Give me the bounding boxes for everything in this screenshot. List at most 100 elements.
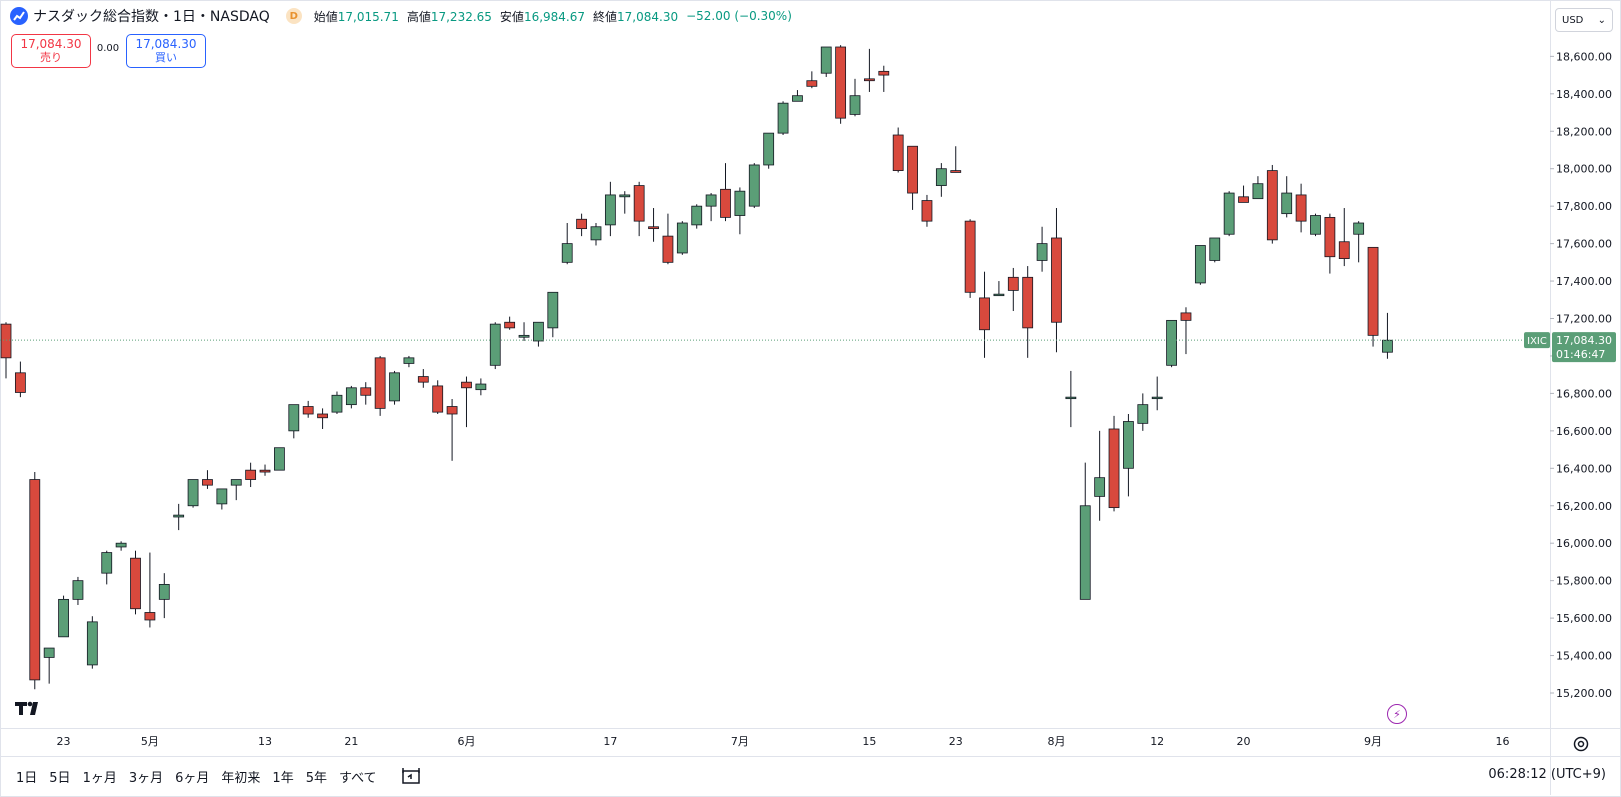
symbol-title[interactable]: ナスダック総合指数・1日・NASDAQ xyxy=(33,9,270,25)
candle-up xyxy=(173,514,185,518)
buy-price: 17,084.30 xyxy=(135,37,197,51)
x-tick-label: 13 xyxy=(258,735,272,748)
candle-down xyxy=(878,70,890,76)
x-tick-label: 20 xyxy=(1237,735,1251,748)
candle-down xyxy=(1266,170,1278,241)
replay-icon[interactable] xyxy=(400,765,422,787)
candle-up xyxy=(820,46,832,74)
timeframe-1m[interactable]: 1ヶ月 xyxy=(82,770,117,786)
candle-up xyxy=(101,552,113,574)
candle-up xyxy=(230,479,242,486)
y-tick-label: 18,200.00 xyxy=(1556,125,1612,138)
last-price-tag xyxy=(1552,332,1616,363)
y-tick-label: 18,600.00 xyxy=(1556,50,1612,63)
candle-up xyxy=(1166,319,1177,366)
clock-display[interactable]: 06:28:12 (UTC+9) xyxy=(1488,767,1606,782)
y-tick-label: 15,600.00 xyxy=(1556,612,1612,625)
y-tick-label: 16,400.00 xyxy=(1556,462,1612,475)
candle-down xyxy=(921,200,933,222)
candle-down xyxy=(432,385,444,413)
timeframe-1d[interactable]: 1日 xyxy=(16,770,38,786)
x-tick-label: 23 xyxy=(57,735,71,748)
candle-up xyxy=(389,372,400,402)
candle-up xyxy=(43,647,55,658)
y-tick-label: 16,200.00 xyxy=(1556,500,1612,513)
buy-button[interactable]: 17,084.30 買い xyxy=(126,34,206,68)
y-tick-label: 15,400.00 xyxy=(1556,650,1612,663)
timeframe-all[interactable]: すべて xyxy=(338,770,377,786)
tradingview-logo-icon[interactable] xyxy=(15,700,45,720)
sell-label: 売り xyxy=(40,51,62,64)
y-tick-label: 17,200.00 xyxy=(1556,313,1612,326)
x-tick-label: 21 xyxy=(344,735,358,748)
lightning-icon[interactable]: ⚡ xyxy=(1387,704,1407,724)
candle-down xyxy=(259,469,271,473)
x-tick-label: 9月 xyxy=(1364,735,1382,748)
candle-up xyxy=(86,621,98,666)
x-tick-label: 17 xyxy=(603,735,617,748)
bar-countdown: 01:46:47 xyxy=(1556,348,1605,361)
candle-down xyxy=(576,218,587,230)
timeframe-1y[interactable]: 1年 xyxy=(272,770,294,786)
candle-down xyxy=(144,612,156,621)
candle-down xyxy=(1338,241,1350,259)
candle-down xyxy=(1367,246,1379,336)
ohlc-high: 高値17,232.65 xyxy=(406,9,492,24)
candle-up xyxy=(734,190,746,216)
last-price-value: 17,084.30 xyxy=(1556,334,1612,347)
candle-down xyxy=(245,469,257,480)
candle-down xyxy=(446,406,458,415)
candle-up xyxy=(1123,421,1134,469)
candle-up xyxy=(849,95,861,115)
timeframe-ytd[interactable]: 年初来 xyxy=(221,770,261,786)
bottom-bar-separator xyxy=(0,756,1621,757)
candle-down xyxy=(1108,428,1120,509)
y-tick-label: 18,400.00 xyxy=(1556,88,1612,101)
price-axis-separator xyxy=(1550,0,1551,795)
candle-up xyxy=(216,488,228,505)
candlestick-chart[interactable]: 15,200.00 15,400.00 15,600.00 15,800.00 16,0… xyxy=(0,0,1621,757)
last-price-symbol-tag xyxy=(1524,332,1550,349)
candle-up xyxy=(1151,396,1163,400)
candle-down xyxy=(864,78,875,82)
candle-up xyxy=(619,194,631,198)
candle-up xyxy=(345,387,357,406)
candle-down xyxy=(29,479,41,681)
candle-up xyxy=(288,404,300,432)
timeframe-3m[interactable]: 3ヶ月 xyxy=(128,770,164,786)
candle-up xyxy=(935,168,947,186)
timeframe-5y[interactable]: 5年 xyxy=(305,770,327,786)
candle-down xyxy=(892,134,904,171)
candle-up xyxy=(1310,215,1321,235)
candle-down xyxy=(417,376,429,383)
sell-button[interactable]: 17,084.30 売り xyxy=(11,34,91,68)
gear-icon[interactable] xyxy=(1572,735,1590,753)
time-axis-separator xyxy=(0,728,1621,729)
candle-down xyxy=(1295,194,1307,222)
candle-down xyxy=(950,170,962,173)
y-tick-label: 18,000.00 xyxy=(1556,163,1612,176)
candle-up xyxy=(1353,222,1365,235)
candle-up xyxy=(676,222,688,254)
currency-dropdown[interactable]: USD ⌄ xyxy=(1555,8,1613,32)
candle-down xyxy=(317,413,328,419)
candle-up xyxy=(1382,339,1393,353)
candle-up xyxy=(1065,396,1077,400)
candle-up xyxy=(1137,404,1149,424)
candle-down xyxy=(979,297,990,331)
timeframe-5d[interactable]: 5日 xyxy=(49,770,71,786)
candle-up xyxy=(115,542,127,548)
candle-up xyxy=(561,243,573,263)
data-delay-badge[interactable]: D xyxy=(285,8,302,24)
spread-value: 0.00 xyxy=(96,43,120,54)
candle-up xyxy=(1194,245,1206,284)
candle-down xyxy=(633,185,645,222)
candle-up xyxy=(993,293,1005,297)
candle-up xyxy=(489,323,501,366)
candle-down xyxy=(662,235,674,263)
timeframe-6m[interactable]: 6ヶ月 xyxy=(175,770,210,786)
candle-up xyxy=(1094,477,1106,497)
y-tick-label: 16,000.00 xyxy=(1556,537,1612,550)
candle-down xyxy=(202,479,213,486)
x-tick-label: 12 xyxy=(1150,735,1164,748)
